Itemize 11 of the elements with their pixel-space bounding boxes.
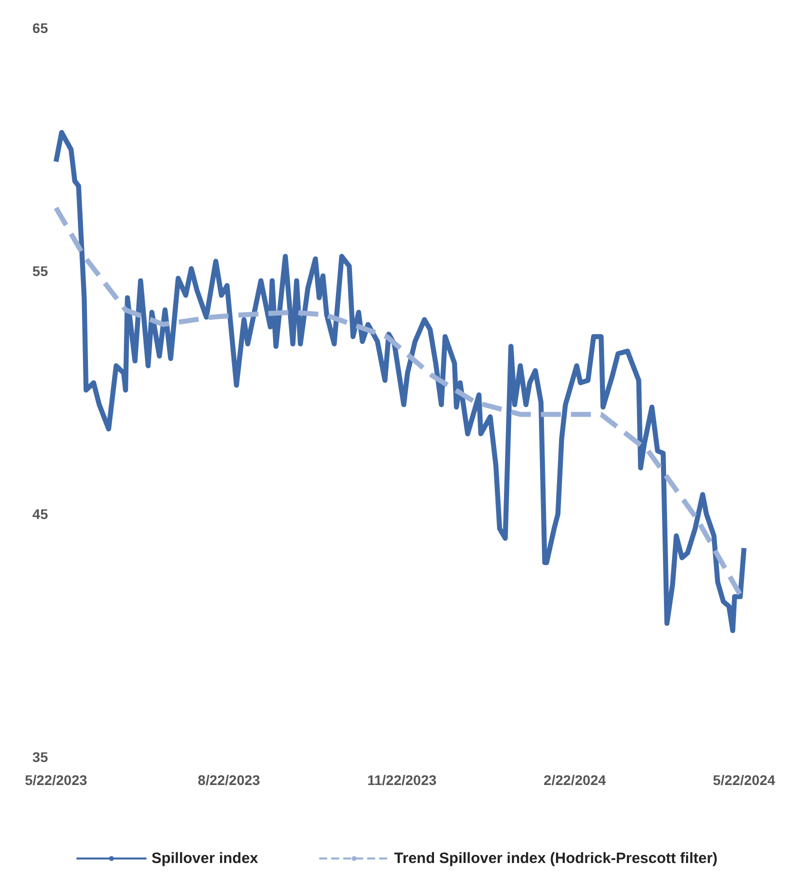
y-tick-label: 35 <box>32 749 48 765</box>
legend-label: Spillover index <box>151 850 259 867</box>
x-tick-label: 11/22/2023 <box>367 772 437 788</box>
legend-label: Trend Spillover index (Hodrick-Prescott filter) <box>394 850 718 867</box>
x-tick-label: 8/22/2023 <box>198 772 260 788</box>
x-tick-label: 5/22/2024 <box>712 772 776 788</box>
x-tick-label: 5/22/2023 <box>24 772 88 788</box>
y-tick-label: 65 <box>32 20 48 36</box>
x-tick-label: 2/22/2024 <box>544 772 606 788</box>
y-tick-label: 55 <box>32 263 48 279</box>
y-tick-label: 45 <box>32 506 48 522</box>
